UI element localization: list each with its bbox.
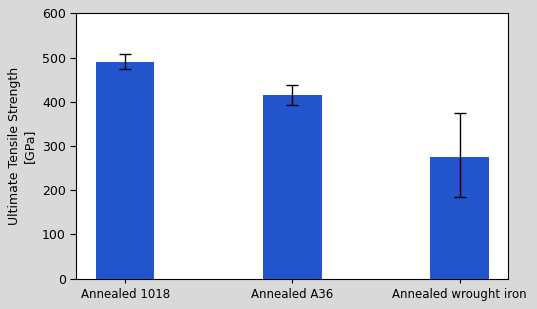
Bar bbox=[430, 157, 489, 279]
Y-axis label: Ultimate Tensile Strength
[GPa]: Ultimate Tensile Strength [GPa] bbox=[9, 67, 37, 225]
Bar bbox=[96, 62, 155, 279]
Bar bbox=[263, 95, 322, 279]
